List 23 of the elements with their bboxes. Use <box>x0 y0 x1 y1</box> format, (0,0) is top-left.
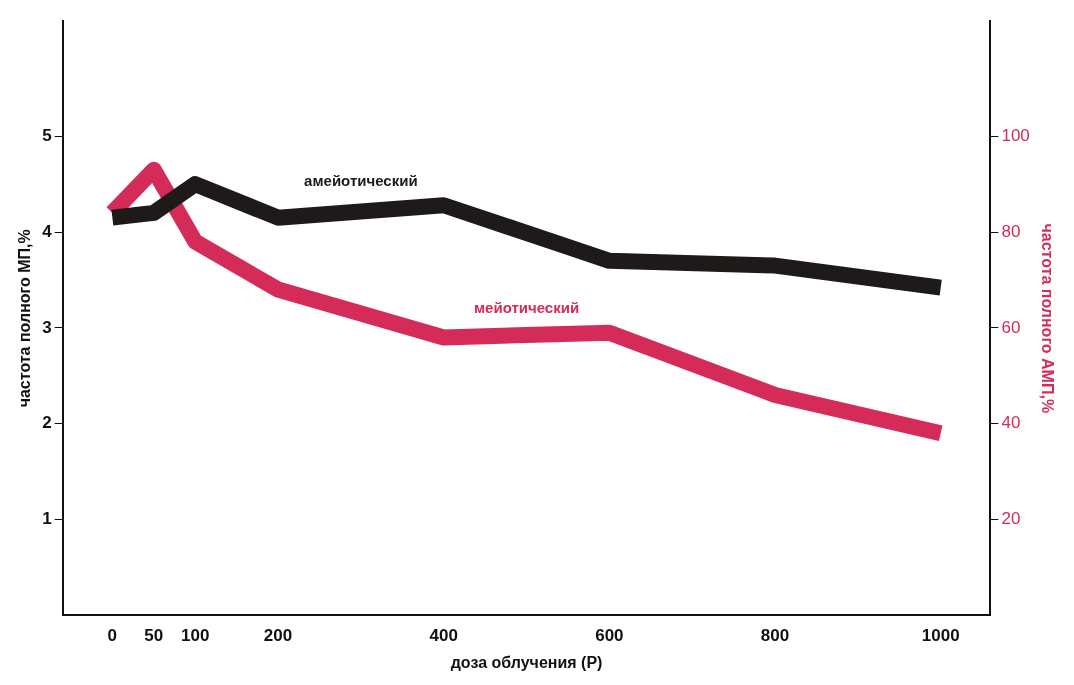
x-tick-label: 200 <box>263 626 293 646</box>
x-axis-title: доза облучения (Р) <box>450 653 603 671</box>
y2-tick-label: 100 <box>1001 125 1030 145</box>
x-tick-label: 800 <box>760 626 790 646</box>
x-tick-label: 400 <box>429 626 458 646</box>
y-tick-label: 3 <box>42 317 52 337</box>
y2-tick-label: 40 <box>1001 413 1021 433</box>
x-tick-label: 100 <box>181 626 210 646</box>
y-tick-label: 4 <box>42 221 53 241</box>
y2-tick-label: 60 <box>1001 317 1021 337</box>
y-tick-label: 5 <box>42 125 52 145</box>
y-tick-label: 2 <box>42 413 52 433</box>
series-label: амейотический <box>304 171 418 189</box>
y2-axis-title: частота полного АМП,% <box>1038 223 1056 414</box>
x-tick-label: 1000 <box>921 626 960 646</box>
y2-tick-label: 80 <box>1001 221 1021 241</box>
x-tick-label: 0 <box>107 626 118 646</box>
y-tick-label: 1 <box>42 509 52 529</box>
series-label: мейотический <box>473 299 580 317</box>
y2-tick-label: 20 <box>1001 509 1021 529</box>
x-tick-label: 600 <box>595 626 624 646</box>
x-tick-label: 50 <box>144 626 164 646</box>
y-axis-title: частота полного МП,% <box>16 229 34 408</box>
